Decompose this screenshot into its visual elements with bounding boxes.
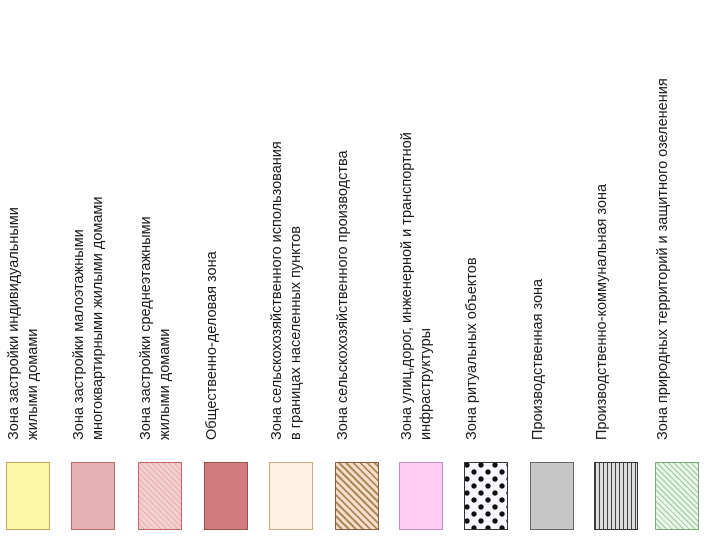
legend-swatch-pink-hatch: [138, 462, 182, 530]
legend-label-line: Зона улиц,дорог, инженерной и транспортн…: [399, 132, 415, 440]
legend-label: Производственно-коммунальная зона: [593, 2, 645, 440]
legend-label-line: инфраструктуры: [418, 327, 434, 440]
legend-swatch-cream: [269, 462, 313, 530]
legend-label-line: Зона застройки среднеэтажными: [138, 216, 154, 440]
legend-label-line: Производственная зона: [530, 278, 546, 440]
legend-label: Зона сельскохозяйственного использования…: [268, 2, 320, 440]
legend-item-streets-infrastructure: Зона улиц,дорог, инженерной и транспортн…: [395, 0, 451, 548]
legend-label-line: Зона сельскохозяйственного использования: [269, 141, 285, 440]
legend-label: Зона природных территорий и защитного оз…: [654, 2, 704, 440]
legend-swatch-yellow: [6, 462, 50, 530]
legend-label: Зона застройки малоэтажными многоквартир…: [70, 2, 122, 440]
legend-item-industrial-communal: Производственно-коммунальная зона: [590, 0, 646, 548]
legend-label: Общественно-деловая зона: [203, 2, 255, 440]
legend-label-line: Общественно-деловая зона: [204, 251, 220, 440]
legend-label: Зона ритуальных объектов: [463, 2, 515, 440]
legend-label-line: многоквартирными жилыми домами: [90, 196, 106, 440]
legend-swatch-brown-hatch: [335, 462, 379, 530]
legend-swatch-vertical-lines: [594, 462, 638, 530]
legend-label: Зона сельскохозяйственного производства: [334, 2, 386, 440]
legend-label-line: жилыми домами: [25, 328, 41, 440]
legend-item-ritual-objects: Зона ритуальных объектов: [460, 0, 516, 548]
legend-swatch-gray: [530, 462, 574, 530]
legend-label-line: Зона природных территорий и защитного оз…: [655, 78, 671, 440]
legend-label: Зона застройки индивидуальными жилыми до…: [5, 2, 57, 440]
legend-label-line: Производственно-коммунальная зона: [594, 183, 610, 440]
legend-item-agricultural-use: Зона сельскохозяйственного использования…: [265, 0, 321, 548]
legend-label: Зона улиц,дорог, инженерной и транспортн…: [398, 2, 450, 440]
legend-label-line: Зона застройки индивидуальными: [6, 207, 22, 440]
legend-item-agricultural-production: Зона сельскохозяйственного производства: [331, 0, 387, 548]
legend-label-line: Зона сельскохозяйственного производства: [335, 150, 351, 440]
legend-item-low-rise-housing: Зона застройки малоэтажными многоквартир…: [67, 0, 123, 548]
legend-item-public-business: Общественно-деловая зона: [200, 0, 256, 548]
legend-label-line: Зона застройки малоэтажными: [71, 229, 87, 440]
legend-item-individual-housing: Зона застройки индивидуальными жилыми до…: [2, 0, 58, 548]
legend-swatch-light-pink: [399, 462, 443, 530]
legend-item-industrial: Производственная зона: [526, 0, 582, 548]
legend-label-line: жилыми домами: [157, 328, 173, 440]
legend-item-natural-territories: Зона природных территорий и защитного оз…: [651, 0, 704, 548]
legend-swatch-pink: [71, 462, 115, 530]
legend-swatch-dark-pink: [204, 462, 248, 530]
legend-label: Производственная зона: [529, 2, 581, 440]
legend-label: Зона застройки среднеэтажными жилыми дом…: [137, 2, 189, 440]
legend-label-line: в границах населенных пунктов: [288, 226, 304, 440]
legend-label-line: Зона ритуальных объектов: [464, 257, 480, 440]
legend-swatch-green-hatch: [655, 462, 699, 530]
legend-item-mid-rise-housing: Зона застройки среднеэтажными жилыми дом…: [134, 0, 190, 548]
legend-swatch-dots: [464, 462, 508, 530]
